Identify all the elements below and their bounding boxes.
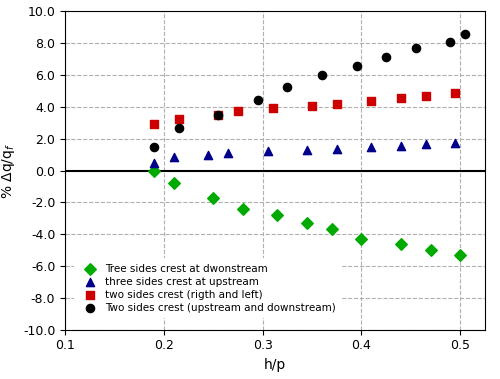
two sides crest (rigth and left) [333, 101, 341, 107]
Legend: Tree sides crest at dwonstream, three sides crest at upstream, two sides crest (: Tree sides crest at dwonstream, three si… [74, 258, 340, 318]
two sides crest (rigth and left) [268, 105, 276, 111]
Tree sides crest at dwonstream [239, 206, 247, 212]
three sides crest at upstream [150, 160, 158, 166]
Tree sides crest at dwonstream [209, 194, 217, 200]
three sides crest at upstream [422, 141, 430, 147]
Tree sides crest at dwonstream [303, 220, 311, 226]
three sides crest at upstream [264, 149, 272, 155]
X-axis label: h/p: h/p [264, 358, 286, 372]
two sides crest (rigth and left) [452, 90, 460, 96]
Two sides crest (upstream and downstream) [318, 72, 326, 78]
Two sides crest (upstream and downstream) [352, 63, 360, 69]
Two sides crest (upstream and downstream) [174, 125, 182, 132]
Tree sides crest at dwonstream [274, 212, 281, 218]
Y-axis label: % $\Delta$q/q$_f$: % $\Delta$q/q$_f$ [0, 143, 18, 199]
three sides crest at upstream [333, 146, 341, 152]
Tree sides crest at dwonstream [397, 241, 405, 247]
three sides crest at upstream [397, 143, 405, 149]
three sides crest at upstream [452, 139, 460, 146]
Two sides crest (upstream and downstream) [214, 112, 222, 118]
Two sides crest (upstream and downstream) [446, 39, 454, 45]
Tree sides crest at dwonstream [358, 236, 366, 242]
two sides crest (rigth and left) [308, 103, 316, 109]
Tree sides crest at dwonstream [170, 180, 177, 186]
three sides crest at upstream [303, 147, 311, 153]
two sides crest (rigth and left) [422, 93, 430, 99]
Two sides crest (upstream and downstream) [412, 45, 420, 51]
two sides crest (rigth and left) [234, 108, 242, 114]
Tree sides crest at dwonstream [426, 247, 434, 253]
Tree sides crest at dwonstream [150, 168, 158, 174]
Two sides crest (upstream and downstream) [461, 31, 469, 37]
Two sides crest (upstream and downstream) [382, 54, 390, 60]
three sides crest at upstream [224, 150, 232, 156]
Two sides crest (upstream and downstream) [254, 97, 262, 103]
Two sides crest (upstream and downstream) [150, 144, 158, 150]
three sides crest at upstream [170, 154, 177, 160]
three sides crest at upstream [204, 152, 212, 158]
Two sides crest (upstream and downstream) [284, 84, 292, 90]
two sides crest (rigth and left) [397, 95, 405, 101]
Tree sides crest at dwonstream [328, 226, 336, 232]
two sides crest (rigth and left) [150, 121, 158, 127]
Tree sides crest at dwonstream [456, 252, 464, 258]
two sides crest (rigth and left) [174, 116, 182, 122]
two sides crest (rigth and left) [214, 112, 222, 118]
two sides crest (rigth and left) [368, 97, 376, 103]
three sides crest at upstream [368, 144, 376, 150]
